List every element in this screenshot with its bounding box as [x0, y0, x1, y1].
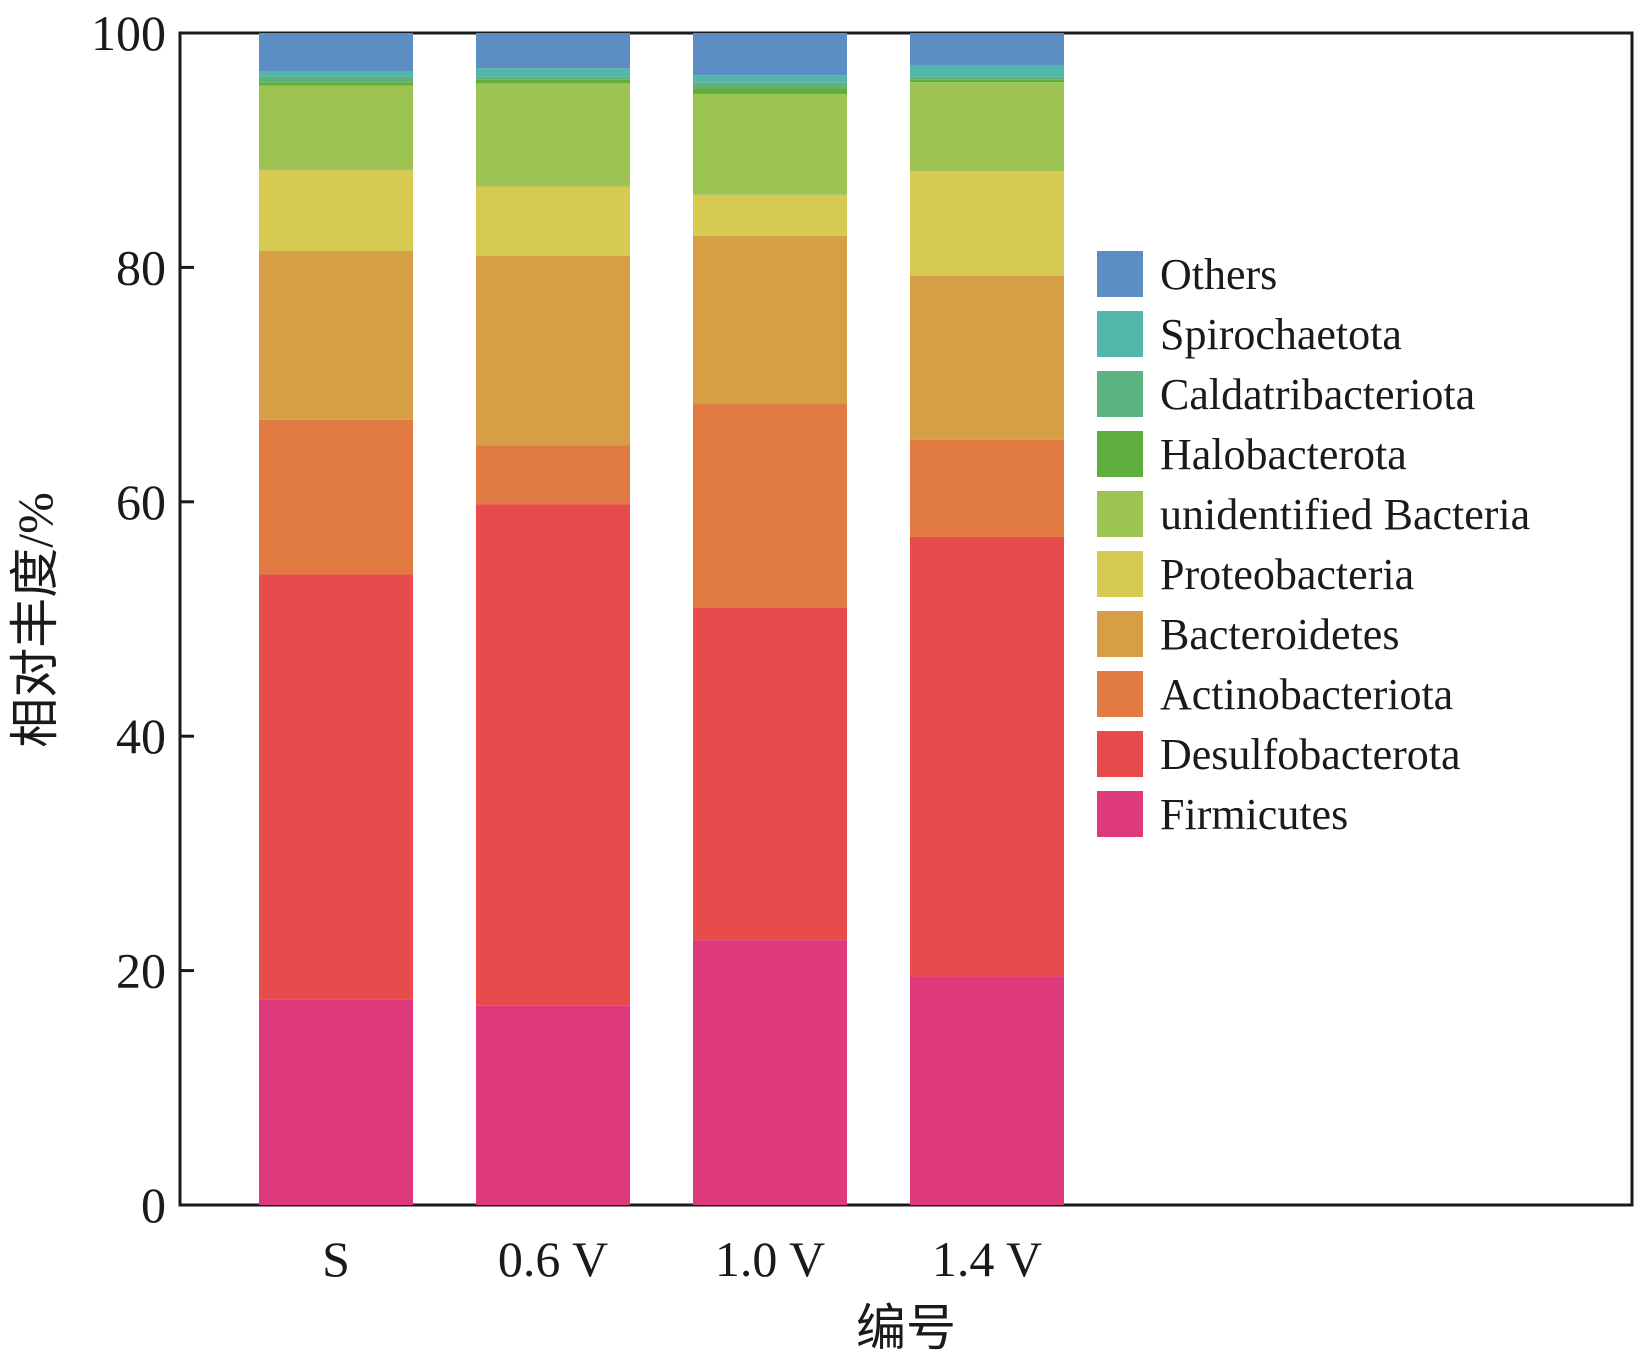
x-tick-label: 1.4 V [932, 1231, 1042, 1287]
bar-segment-firmicutes [259, 999, 413, 1205]
bar-segment-desulfobacterota [476, 504, 630, 1006]
legend-swatch [1097, 491, 1143, 537]
legend-swatch [1097, 371, 1143, 417]
legend-label: Proteobacteria [1160, 550, 1414, 599]
legend-label: unidentified Bacteria [1160, 490, 1530, 539]
bar-segment-halobacterota [693, 88, 847, 94]
bar-segment-desulfobacterota [910, 536, 1064, 977]
legend-swatch [1097, 311, 1143, 357]
bar-segment-others [259, 33, 413, 72]
bar-segment-unidentified-bacteria [693, 93, 847, 195]
bar-segment-actinobacteriota [693, 403, 847, 608]
y-tick-label: 20 [116, 943, 166, 999]
plot-frame [178, 31, 1634, 1207]
bar-segment-unidentified-bacteria [259, 85, 413, 171]
legend-swatch [1097, 671, 1143, 717]
x-axis: S 0.6 V 1.0 V 1.4 V [322, 1231, 1042, 1287]
legend-label: Others [1160, 250, 1277, 299]
bar-segment-proteobacteria [693, 194, 847, 236]
bar-segment-others [910, 33, 1064, 66]
bars-group [259, 33, 1064, 1205]
bar-segment-proteobacteria [476, 186, 630, 256]
bar-segment-desulfobacterota [693, 607, 847, 941]
bar-segment-caldatribacteriota [693, 82, 847, 89]
bar-segment-bacteroidetes [910, 275, 1064, 440]
y-tick-label: 0 [141, 1177, 166, 1233]
bar-segment-spirochaetota [693, 75, 847, 83]
bar-segment-bacteroidetes [476, 255, 630, 446]
bar-segment-firmicutes [693, 940, 847, 1205]
x-tick-label: S [322, 1231, 350, 1287]
legend-swatch [1097, 251, 1143, 297]
legend-label: Firmicutes [1160, 790, 1348, 839]
y-axis-title: 相对丰度/% [7, 492, 63, 748]
y-tick-label: 80 [116, 239, 166, 295]
bar-segment-halobacterota [910, 79, 1064, 83]
legend-swatch [1097, 611, 1143, 657]
legend-label: Desulfobacterota [1160, 730, 1461, 779]
legend-label: Spirochaetota [1160, 310, 1402, 359]
legend-label: Halobacterota [1160, 430, 1407, 479]
bar-segment-bacteroidetes [693, 235, 847, 404]
legend-swatch [1097, 551, 1143, 597]
bar-segment-halobacterota [476, 79, 630, 84]
bar-segment-proteobacteria [910, 171, 1064, 276]
y-tick-label: 40 [116, 708, 166, 764]
legend-label: Actinobacteriota [1160, 670, 1453, 719]
y-axis: 0 20 40 60 80 100 [91, 5, 194, 1233]
bar-segment-others [693, 33, 847, 76]
bar-segment-others [476, 33, 630, 69]
x-tick-label: 0.6 V [498, 1231, 608, 1287]
x-tick-label: 1.0 V [715, 1231, 825, 1287]
legend-swatch [1097, 431, 1143, 477]
x-axis-title: 编号 [856, 1300, 956, 1356]
y-tick-label: 100 [91, 5, 166, 61]
bar-segment-proteobacteria [259, 170, 413, 251]
legend-swatch [1097, 791, 1143, 837]
bar-segment-bacteroidetes [259, 250, 413, 420]
bar-segment-caldatribacteriota [259, 76, 413, 83]
bar-segment-spirochaetota [476, 68, 630, 77]
legend-label: Caldatribacteriota [1160, 370, 1475, 419]
bar-segment-actinobacteriota [476, 445, 630, 505]
legend-label: Bacteroidetes [1160, 610, 1399, 659]
bar-segment-caldatribacteriota [910, 76, 1064, 80]
legend-swatch [1097, 731, 1143, 777]
bar-segment-unidentified-bacteria [910, 82, 1064, 172]
bar-segment-caldatribacteriota [476, 76, 630, 80]
bar-segment-actinobacteriota [910, 439, 1064, 537]
bar-segment-firmicutes [910, 976, 1064, 1205]
bar-segment-actinobacteriota [259, 419, 413, 575]
bar-segment-halobacterota [259, 82, 413, 86]
bar-segment-unidentified-bacteria [476, 83, 630, 187]
y-tick-label: 60 [116, 474, 166, 530]
bar-segment-desulfobacterota [259, 574, 413, 1000]
legend: Others Spirochaetota Caldatribacteriota Hal… [1097, 250, 1530, 839]
bar-segment-firmicutes [476, 1005, 630, 1205]
bar-segment-spirochaetota [259, 71, 413, 77]
bar-segment-spirochaetota [910, 65, 1064, 77]
